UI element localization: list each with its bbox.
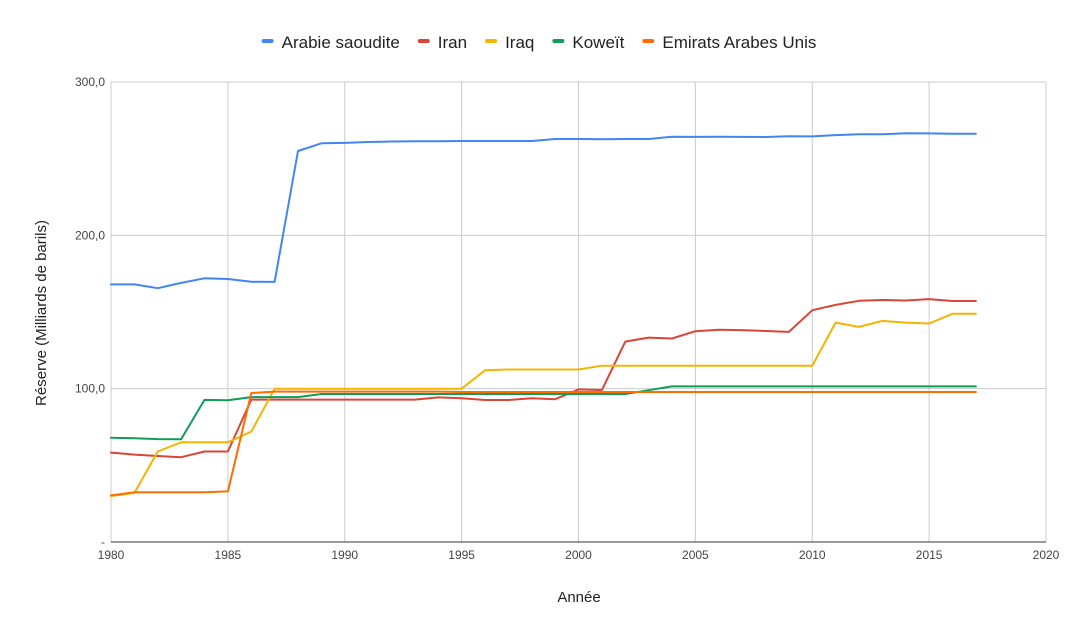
x-axis-title: Année [557,589,600,606]
series-line-3 [110,385,977,441]
series-line-4 [110,390,977,497]
legend-label: Arabie saoudite [282,33,400,52]
legend-swatch [417,39,430,43]
series-line-0 [110,132,977,290]
x-tick-label: 1995 [448,548,475,562]
legend: Arabie saoudite Iran Iraq Koweït Emirats Ara… [261,33,816,52]
x-tick-label: 2015 [916,548,943,562]
x-tick-label: 1985 [215,548,242,562]
x-axis-ticks: 1980 1985 1990 1995 2000 2005 2010 2015 2020 [98,548,1060,562]
x-tick-label: 1980 [98,548,125,562]
series-line-1 [110,298,977,459]
legend-label: Iraq [505,33,534,52]
y-tick-label: - [101,535,105,549]
x-tick-label: 2020 [1033,548,1060,562]
y-axis-ticks: - 100,0 200,0 300,0 [75,75,105,549]
x-tick-label: 2010 [799,548,826,562]
legend-label: Emirats Arabes Unis [662,33,816,52]
x-tick-label: 2000 [565,548,592,562]
x-tick-label: 1990 [331,548,358,562]
y-tick-label: 300,0 [75,75,105,89]
gridlines [110,81,1047,543]
legend-swatch [642,39,655,43]
series-line-2 [110,312,977,497]
legend-label: Iran [438,33,467,52]
legend-swatch [552,39,565,43]
y-axis-title: Réserve (Milliards de barils) [33,220,50,406]
y-tick-label: 200,0 [75,228,105,242]
series-layer [110,132,977,497]
x-tick-label: 2005 [682,548,709,562]
legend-label: Koweït [572,33,624,52]
legend-swatch [261,39,274,43]
y-tick-label: 100,0 [75,382,105,396]
legend-swatch [485,39,498,43]
